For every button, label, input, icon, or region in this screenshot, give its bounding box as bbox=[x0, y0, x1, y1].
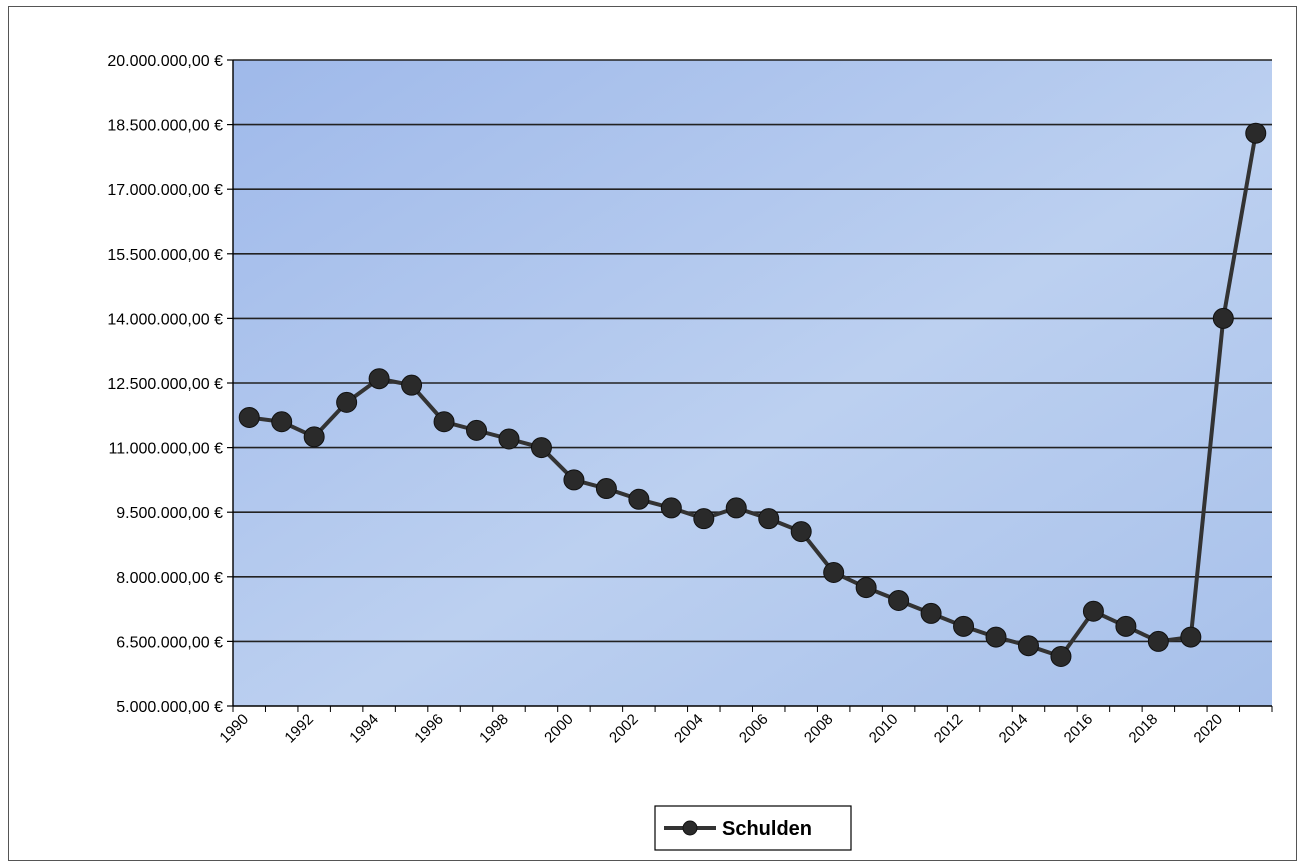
data-point bbox=[368, 368, 390, 390]
data-point bbox=[920, 602, 942, 624]
data-point bbox=[530, 437, 552, 459]
data-point bbox=[1245, 122, 1267, 144]
data-point bbox=[433, 411, 455, 433]
data-point bbox=[855, 577, 877, 599]
y-tick-label: 18.500.000,00 € bbox=[107, 118, 223, 135]
data-point bbox=[660, 497, 682, 519]
x-tick-label: 1990 bbox=[216, 711, 252, 747]
x-tick-label: 2008 bbox=[801, 711, 837, 747]
data-point bbox=[303, 426, 325, 448]
x-axis-ticks: 1990 1992 1994 1996 1998 2000 2002 2004 2006 2008… bbox=[216, 706, 1273, 747]
data-point bbox=[693, 508, 715, 530]
y-axis-ticks: 5.000.000,00 € 6.500.000,00 € 8.000.000,00… bbox=[107, 53, 233, 716]
data-point bbox=[466, 419, 488, 441]
y-tick-label: 6.500.000,00 € bbox=[116, 634, 223, 651]
x-tick-label: 2006 bbox=[736, 711, 772, 747]
y-tick-label: 20.000.000,00 € bbox=[107, 53, 223, 70]
data-point bbox=[790, 521, 812, 543]
data-point bbox=[271, 411, 293, 433]
data-point bbox=[1212, 307, 1234, 329]
data-point bbox=[823, 561, 845, 583]
x-tick-label: 2020 bbox=[1191, 711, 1227, 747]
x-tick-label: 2002 bbox=[606, 711, 642, 747]
legend-marker bbox=[682, 820, 698, 836]
x-tick-label: 1992 bbox=[281, 711, 317, 747]
x-tick-label: 2000 bbox=[541, 711, 577, 747]
x-tick-label: 1996 bbox=[411, 711, 447, 747]
x-tick-label: 2010 bbox=[866, 711, 902, 747]
y-tick-label: 5.000.000,00 € bbox=[116, 699, 223, 716]
series-schulden bbox=[238, 122, 1267, 667]
legend-label: Schulden bbox=[722, 818, 812, 840]
y-tick-label: 8.000.000,00 € bbox=[116, 570, 223, 587]
data-point bbox=[1050, 645, 1072, 667]
data-point bbox=[498, 428, 520, 450]
data-point bbox=[1147, 630, 1169, 652]
y-tick-label: 9.500.000,00 € bbox=[116, 505, 223, 522]
data-point bbox=[563, 469, 585, 491]
data-point bbox=[985, 626, 1007, 648]
legend: Schulden bbox=[654, 805, 852, 851]
y-tick-label: 14.000.000,00 € bbox=[107, 311, 223, 328]
x-tick-label: 2016 bbox=[1061, 711, 1097, 747]
y-tick-label: 11.000.000,00 € bbox=[109, 441, 224, 458]
x-tick-label: 2014 bbox=[996, 711, 1032, 747]
data-point bbox=[953, 615, 975, 637]
data-point bbox=[401, 374, 423, 396]
x-tick-label: 2004 bbox=[671, 711, 707, 747]
data-point bbox=[758, 508, 780, 530]
x-tick-label: 1998 bbox=[476, 711, 512, 747]
y-tick-label: 17.000.000,00 € bbox=[107, 182, 223, 199]
x-tick-label: 2018 bbox=[1126, 711, 1162, 747]
data-point bbox=[336, 391, 358, 413]
data-point bbox=[1017, 635, 1039, 657]
y-tick-label: 12.500.000,00 € bbox=[107, 376, 223, 393]
x-tick-label: 1994 bbox=[346, 711, 382, 747]
data-point bbox=[1180, 626, 1202, 648]
data-point bbox=[1115, 615, 1137, 637]
data-point bbox=[1082, 600, 1104, 622]
data-point bbox=[628, 488, 650, 510]
x-tick-label: 2012 bbox=[931, 711, 967, 747]
data-point bbox=[888, 589, 910, 611]
data-point bbox=[725, 497, 747, 519]
y-tick-label: 15.500.000,00 € bbox=[107, 247, 223, 264]
data-point bbox=[595, 478, 617, 500]
data-point bbox=[238, 406, 260, 428]
